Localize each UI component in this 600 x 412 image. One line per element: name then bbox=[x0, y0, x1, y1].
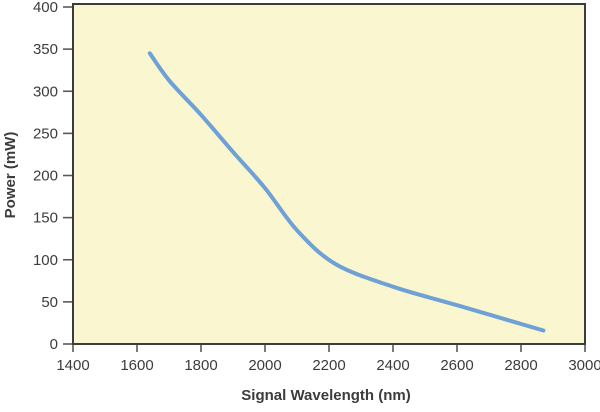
y-tick-label: 250 bbox=[33, 125, 58, 142]
y-tick-label: 0 bbox=[50, 336, 58, 353]
x-axis-ticks: 1400 1600 1800 2000 2200 2400 2600 2800 3000 bbox=[56, 345, 600, 374]
x-tick-label: 1600 bbox=[120, 357, 153, 374]
y-axis-ticks: 0 50 100 150 200 250 300 350 400 bbox=[33, 0, 72, 353]
y-axis-title: Power (mW) bbox=[2, 132, 19, 219]
x-tick-label: 2200 bbox=[312, 357, 345, 374]
y-tick-label: 100 bbox=[33, 252, 58, 269]
x-tick-label: 3000 bbox=[568, 357, 600, 374]
x-tick-label: 2000 bbox=[248, 357, 281, 374]
y-tick-label: 50 bbox=[41, 294, 58, 311]
plot-area bbox=[72, 3, 586, 345]
x-tick-label: 2400 bbox=[376, 357, 409, 374]
y-tick-label: 150 bbox=[33, 210, 58, 227]
y-tick-label: 200 bbox=[33, 168, 58, 185]
x-axis-title: Signal Wavelength (nm) bbox=[241, 387, 410, 404]
x-tick-label: 2600 bbox=[440, 357, 473, 374]
y-tick-label: 350 bbox=[33, 41, 58, 58]
y-tick-label: 400 bbox=[33, 0, 58, 16]
y-tick-label: 300 bbox=[33, 83, 58, 100]
x-tick-label: 2800 bbox=[504, 357, 537, 374]
power-curve-line bbox=[147, 51, 546, 333]
x-tick-label: 1400 bbox=[56, 357, 89, 374]
x-tick-label: 1800 bbox=[184, 357, 217, 374]
